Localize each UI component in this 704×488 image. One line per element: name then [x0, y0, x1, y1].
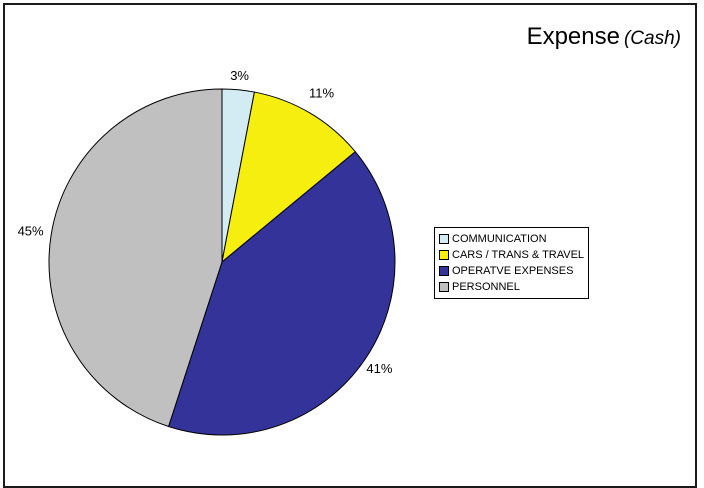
legend-swatch-communication: [439, 234, 449, 244]
legend-swatch-operative-expenses: [439, 266, 449, 276]
chart-legend: COMMUNICATION CARS / TRANS & TRAVEL OPER…: [434, 227, 590, 299]
chart-title: Expense (Cash): [527, 23, 681, 51]
legend-swatch-personnel: [439, 282, 449, 292]
legend-swatch-cars-trans-travel: [439, 250, 449, 260]
legend-label-communication: COMMUNICATION: [452, 233, 547, 245]
legend-label-personnel: PERSONNEL: [452, 281, 520, 293]
legend-item-cars-trans-travel: CARS / TRANS & TRAVEL: [439, 247, 584, 263]
pie-slice-operative-expenses: [167, 151, 396, 436]
pie-label-personnel: 45%: [18, 224, 44, 239]
legend-item-personnel: PERSONNEL: [439, 279, 584, 295]
legend-item-communication: COMMUNICATION: [439, 231, 584, 247]
pie-label-cars-trans-travel: 11%: [309, 86, 334, 101]
chart-title-main: Expense: [526, 23, 620, 50]
pie-slice-cars-trans-travel: [221, 91, 357, 264]
legend-item-operative-expenses: OPERATVE EXPENSES: [439, 263, 584, 279]
chart-subtitle: (Cash): [623, 28, 681, 49]
pie-slice-personnel: [48, 88, 223, 428]
legend-label-operative-expenses: OPERATVE EXPENSES: [452, 265, 574, 277]
pie-label-communication: 3%: [230, 68, 249, 83]
legend-label-cars-trans-travel: CARS / TRANS & TRAVEL: [452, 249, 585, 261]
pie-label-operative-expenses: 41%: [366, 361, 392, 376]
